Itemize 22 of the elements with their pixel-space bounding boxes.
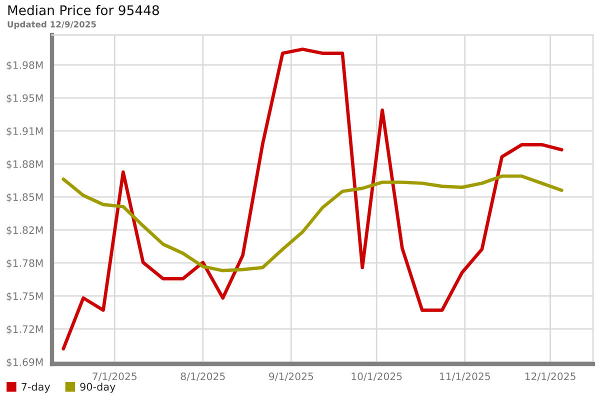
y-tick-label: $1.82M: [6, 226, 43, 236]
x-tick-label: 11/1/2025: [440, 372, 490, 381]
x-tick-label: 8/1/2025: [180, 372, 225, 381]
x-tick-label: 10/1/2025: [352, 372, 402, 381]
legend-label: 7-day: [22, 382, 50, 393]
chart-title: Median Price for 95448: [8, 5, 159, 16]
y-tick-label: $1.91M: [6, 127, 43, 136]
line-series: [62, 48, 564, 350]
y-tick-label: $1.88M: [6, 160, 43, 170]
y-tick-label: $1.98M: [6, 61, 43, 70]
y-tick-label: $1.69M: [6, 358, 43, 368]
y-tick-label: $1.95M: [6, 94, 43, 104]
x-tick-label: 12/1/2025: [525, 372, 576, 381]
y-tick-label: $1.78M: [6, 259, 43, 268]
legend-label: 90-day: [80, 382, 116, 393]
x-tick-label: 9/1/2025: [269, 372, 314, 381]
chart-subtitle: Updated 12/9/2025: [8, 21, 96, 30]
y-tick-label: $1.72M: [6, 325, 43, 334]
y-tick-label: $1.75M: [6, 292, 43, 302]
x-tick-label: 7/1/2025: [92, 372, 137, 381]
y-tick-label: $1.85M: [6, 193, 43, 202]
line-series: [62, 174, 564, 272]
